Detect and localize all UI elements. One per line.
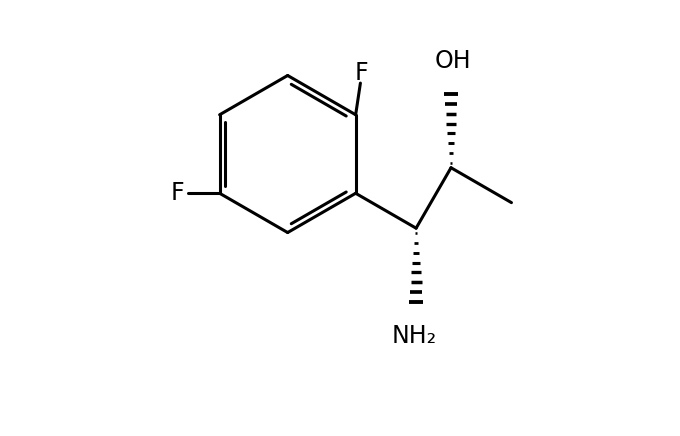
- Text: OH: OH: [435, 49, 472, 73]
- Text: F: F: [171, 181, 184, 205]
- Text: NH₂: NH₂: [391, 324, 437, 348]
- Text: F: F: [355, 61, 369, 85]
